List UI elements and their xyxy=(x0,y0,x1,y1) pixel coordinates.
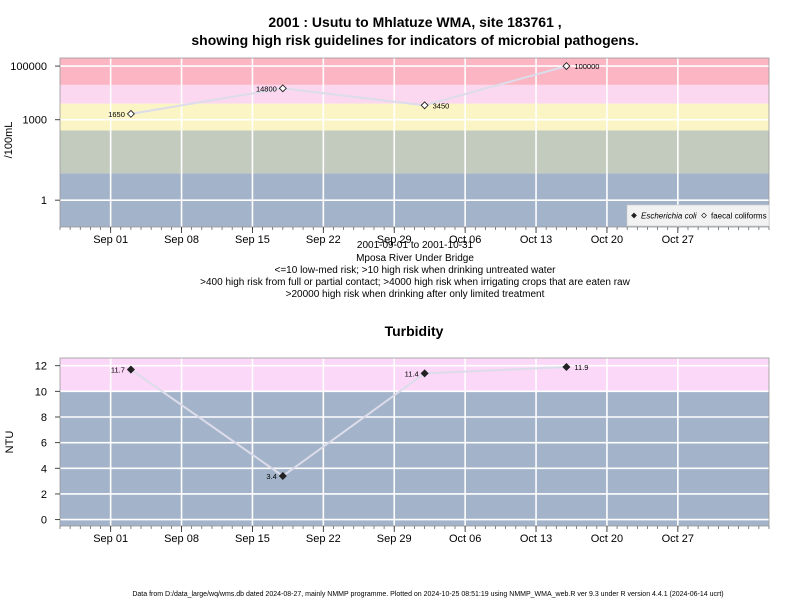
x-tick-label: Oct 27 xyxy=(662,234,694,246)
y-tick-label: 1 xyxy=(41,195,47,207)
legend: Escherichia coli faecal coliforms xyxy=(626,204,770,227)
risk-band-3 xyxy=(60,84,769,104)
info-site-name: Mposa River Under Bridge xyxy=(356,253,474,264)
y-axis-label: NTU xyxy=(4,431,16,454)
x-tick-label: Sep 22 xyxy=(306,533,341,545)
y-tick-label: 12 xyxy=(35,361,47,373)
x-tick-label: Sep 01 xyxy=(93,533,128,545)
microbial-chart: Sep 01 Sep 08 Sep 15 Sep 22 Sep 29 Oct 06 Oct … xyxy=(3,57,770,246)
x-tick-label: Sep 29 xyxy=(377,533,412,545)
x-tick-label: Oct 13 xyxy=(520,533,552,545)
y-tick-label: 1000 xyxy=(23,115,47,127)
data-point xyxy=(562,62,571,71)
x-tick-label: Oct 13 xyxy=(520,234,552,246)
x-tick-label: Oct 27 xyxy=(662,533,694,545)
data-point xyxy=(126,365,135,374)
info-guideline-1: <=10 low-med risk; >10 high risk when dr… xyxy=(275,265,557,276)
data-label: 1650 xyxy=(108,110,125,119)
data-label: 3.4 xyxy=(266,472,276,481)
legend-label: faecal coliforms xyxy=(711,212,767,221)
x-tick-label: Oct 20 xyxy=(591,533,623,545)
data-label: 14800 xyxy=(256,84,277,93)
footer-note: Data from D:/data_large/wq/wms.db dated … xyxy=(132,591,723,598)
data-point xyxy=(420,369,429,378)
data-label: 11.9 xyxy=(574,363,588,372)
y-tick-label: 100000 xyxy=(10,61,47,73)
data-point xyxy=(126,109,135,118)
series-line xyxy=(130,65,567,115)
info-guideline-2: >400 high risk from full or partial cont… xyxy=(200,277,630,288)
data-point xyxy=(420,101,429,110)
y-tick-label: 4 xyxy=(41,463,47,475)
turbidity-chart: Sep 01 Sep 08 Sep 15 Sep 22 Sep 29 Oct 06 Oct … xyxy=(4,357,770,545)
data-point xyxy=(278,471,287,481)
info-guideline-3: >20000 high risk when drinking after onl… xyxy=(286,289,545,300)
y-tick-label: 10 xyxy=(35,386,47,398)
x-tick-label: Oct 06 xyxy=(449,533,481,545)
risk-band-1 xyxy=(60,130,769,174)
risk-band-0 xyxy=(60,391,769,526)
data-point xyxy=(278,84,287,93)
legend-box xyxy=(626,204,770,227)
risk-band-2 xyxy=(60,103,769,131)
data-label: 11.7 xyxy=(111,366,125,375)
data-label: 11.4 xyxy=(405,369,419,378)
x-tick-label: Sep 08 xyxy=(164,234,199,246)
y-tick-label: 6 xyxy=(41,438,47,450)
x-tick-label: Oct 20 xyxy=(591,234,623,246)
x-tick-label: Sep 01 xyxy=(93,234,128,246)
y-axis-label: /100mL xyxy=(3,122,15,159)
x-tick-label: Sep 29 xyxy=(377,234,412,246)
data-point xyxy=(562,362,571,372)
series-line xyxy=(130,366,567,478)
y-tick-label: 2 xyxy=(41,489,47,501)
data-label: 100000 xyxy=(574,62,599,71)
turbidity-title: Turbidity xyxy=(385,323,444,339)
risk-band-4 xyxy=(60,58,769,85)
chart-title-line-1: 2001 : Usutu to Mhlatuze WMA, site 18376… xyxy=(268,14,561,30)
legend-marker xyxy=(631,212,637,219)
legend-marker xyxy=(701,212,707,219)
y-tick-label: 8 xyxy=(41,412,47,424)
x-tick-label: Sep 15 xyxy=(235,234,270,246)
y-tick-label: 0 xyxy=(41,515,47,527)
x-minor-ticks xyxy=(59,526,770,529)
x-tick-label: Sep 15 xyxy=(235,533,270,545)
x-tick-label: Sep 08 xyxy=(164,533,199,545)
chart-title-line-2: showing high risk guidelines for indicat… xyxy=(191,32,638,48)
risk-band-1 xyxy=(60,358,769,392)
x-tick-label: Sep 22 xyxy=(306,234,341,246)
info-date-range: 2001-09-01 to 2001-10-31 xyxy=(357,240,474,251)
x-tick-label: Oct 06 xyxy=(449,234,481,246)
data-label: 3450 xyxy=(433,101,450,110)
x-minor-ticks xyxy=(59,227,770,230)
legend-label: Escherichia coli xyxy=(641,212,697,221)
